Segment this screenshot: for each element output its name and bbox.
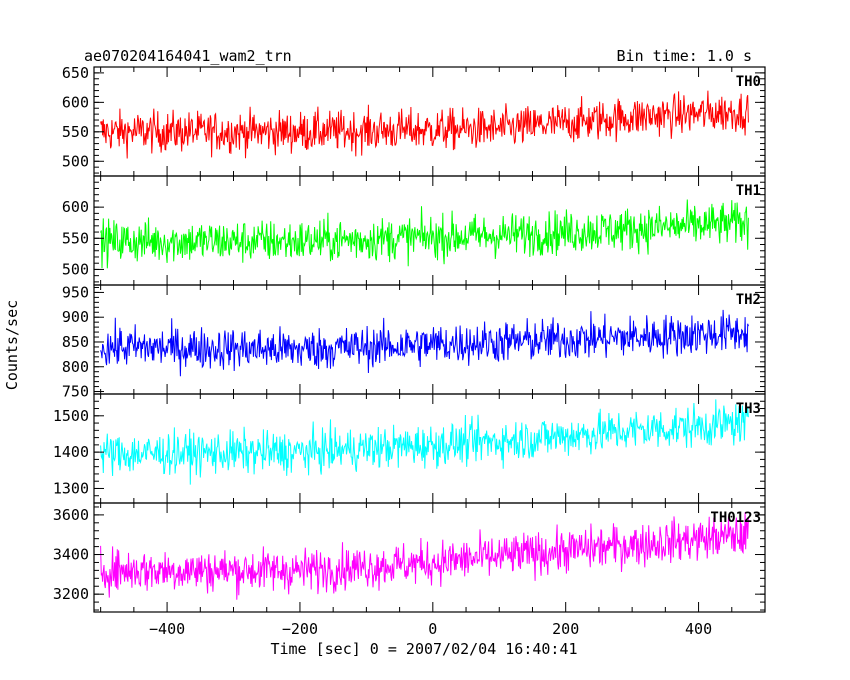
- y-tick-label: 550: [62, 123, 89, 141]
- x-tick-label: 0: [428, 620, 437, 638]
- panel-frame: [93, 502, 766, 613]
- panel-th1: 500 550 600 TH1: [62, 175, 766, 286]
- series-name-th3: TH3: [736, 401, 761, 417]
- series-line-th2: [100, 309, 749, 377]
- panel-frame: [93, 393, 766, 504]
- y-axis-label: Counts/sec: [3, 300, 21, 390]
- y-tick-label: 3600: [53, 506, 89, 524]
- series-line-th3: [100, 399, 749, 485]
- series-name-th0123: TH0123: [710, 510, 761, 526]
- y-tick-label: 850: [62, 333, 89, 351]
- y-tick-label: 500: [62, 152, 89, 170]
- y-tick-label: 3200: [53, 585, 89, 603]
- series-name-th1: TH1: [736, 183, 761, 199]
- series-line-th0: [100, 90, 749, 159]
- y-tick-label: 750: [62, 383, 89, 401]
- y-tick-label: 600: [62, 198, 89, 216]
- y-tick-label: 500: [62, 260, 89, 278]
- y-tick-label: 1500: [53, 407, 89, 425]
- y-tick-label: 900: [62, 308, 89, 326]
- panel-frame: [93, 175, 766, 286]
- y-tick-label: 1400: [53, 443, 89, 461]
- y-tick-label: 800: [62, 358, 89, 376]
- y-tick-label: 600: [62, 93, 89, 111]
- panel-th0: 500 550 600 650 TH0: [62, 64, 766, 177]
- series-line-th0123: [100, 512, 749, 600]
- y-tick-label: 3400: [53, 546, 89, 564]
- x-tick-label: 200: [552, 620, 579, 638]
- title-right: Bin time: 1.0 s: [617, 47, 752, 65]
- series-name-th0: TH0: [736, 74, 761, 90]
- title-left: ae070204164041_wam2_trn: [84, 47, 292, 65]
- y-tick-label: 550: [62, 229, 89, 247]
- panel-th0123: 3200 3400 3600 TH0123: [53, 502, 766, 613]
- y-tick-label: 650: [62, 64, 89, 82]
- series-name-th2: TH2: [736, 292, 761, 308]
- x-tick-label: −400: [149, 620, 185, 638]
- panel-th2: 750 800 850 900 950 TH2: [62, 283, 766, 401]
- panels: 500 550 600 650 TH0 500 550 600 TH1 750 800 850 900 9…: [53, 64, 766, 638]
- x-axis-label: Time [sec] 0 = 2007/02/04 16:40:41: [270, 640, 577, 658]
- y-tick-label: 950: [62, 283, 89, 301]
- x-tick-label: −200: [282, 620, 318, 638]
- series-line-th1: [100, 199, 749, 269]
- panel-th3: 1300 1400 1500 TH3: [53, 393, 766, 504]
- y-tick-label: 1300: [53, 479, 89, 497]
- x-tick-label: 400: [685, 620, 712, 638]
